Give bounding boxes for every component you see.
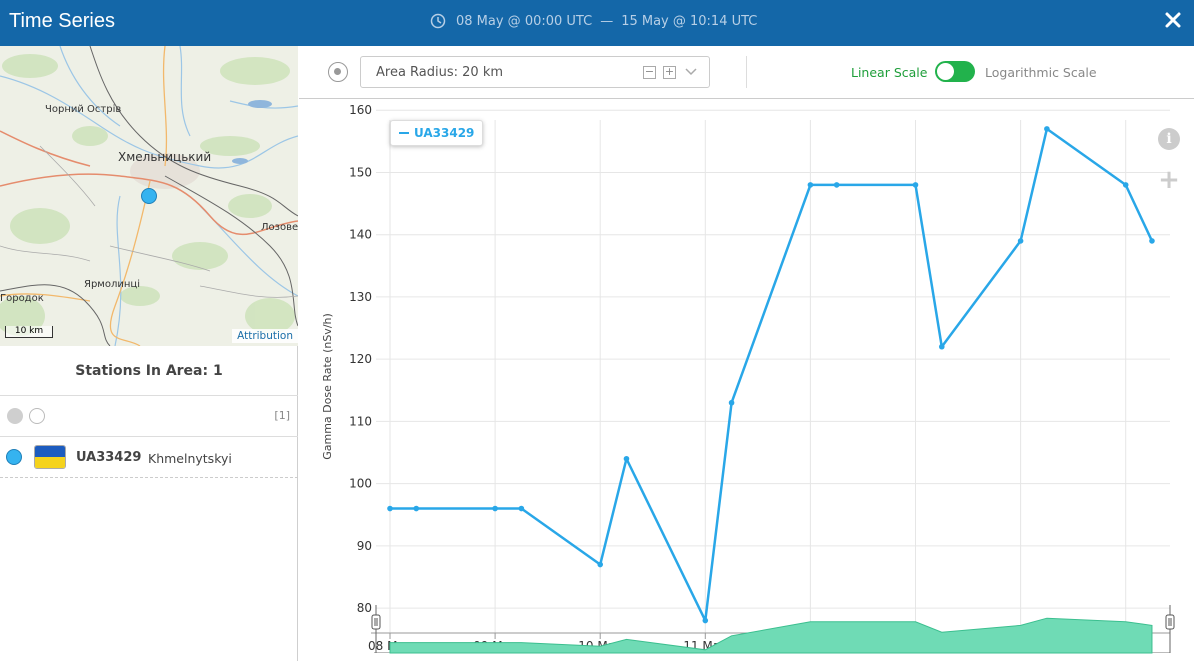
y-tick-label: 160 bbox=[349, 103, 372, 117]
close-icon[interactable] bbox=[1162, 9, 1184, 31]
time-range: 08 May @ 00:00 UTC — 15 May @ 10:14 UTC bbox=[430, 13, 757, 29]
radius-decrease-button[interactable]: − bbox=[643, 65, 656, 79]
area-radius-label: Area Radius: 20 km bbox=[376, 65, 504, 80]
toggle-knob bbox=[937, 63, 954, 80]
data-point bbox=[387, 505, 393, 512]
data-point bbox=[413, 505, 420, 512]
data-point bbox=[1044, 126, 1050, 132]
radius-increase-button[interactable]: + bbox=[663, 65, 676, 79]
y-tick-label: 100 bbox=[349, 477, 372, 491]
data-point bbox=[518, 505, 525, 512]
clock-icon bbox=[430, 13, 446, 29]
station-name: Khmelnytskyi bbox=[148, 451, 232, 466]
station-id: UA33429 bbox=[76, 450, 142, 465]
data-point bbox=[1017, 238, 1024, 244]
linear-scale-label[interactable]: Linear Scale bbox=[851, 65, 928, 80]
left-panel: Чорний Острів Хмельницький Лозове Ярмоли… bbox=[0, 46, 298, 661]
chart-legend-item[interactable]: UA33429 bbox=[390, 120, 484, 146]
stations-heading: Stations In Area: 1 bbox=[0, 346, 298, 396]
navigator-left-handle[interactable] bbox=[371, 614, 381, 630]
map-label-yarmolyntsi: Ярмолинці bbox=[84, 279, 140, 290]
data-point bbox=[807, 182, 814, 188]
y-tick-label: 150 bbox=[349, 165, 372, 179]
station-count: [1] bbox=[274, 409, 290, 422]
add-icon[interactable]: + bbox=[1158, 165, 1180, 195]
map-label-khmelnytskyi: Хмельницький bbox=[118, 150, 212, 164]
y-tick-label: 110 bbox=[349, 414, 372, 428]
legend-swatch bbox=[399, 132, 409, 134]
selection-row: [1] bbox=[0, 396, 298, 437]
map-background bbox=[0, 46, 298, 346]
y-tick-label: 120 bbox=[349, 352, 372, 366]
data-point bbox=[728, 399, 735, 406]
data-point bbox=[1149, 238, 1155, 244]
logarithmic-scale-label[interactable]: Logarithmic Scale bbox=[985, 65, 1097, 80]
y-axis-label: Gamma Dose Rate (nSv/h) bbox=[321, 313, 334, 460]
toolbar-divider bbox=[746, 56, 747, 88]
info-icon[interactable]: i bbox=[1158, 128, 1180, 150]
data-point bbox=[623, 455, 630, 462]
chart-panel: Area Radius: 20 km − + Linear Scale Loga… bbox=[299, 46, 1194, 661]
ukraine-flag-icon bbox=[34, 445, 66, 469]
page-title: Time Series bbox=[9, 10, 115, 32]
range-separator: — bbox=[600, 13, 614, 29]
range-end: 15 May @ 10:14 UTC bbox=[621, 13, 758, 29]
data-point bbox=[597, 561, 603, 568]
select-none-radio[interactable] bbox=[29, 408, 45, 424]
chevron-down-icon[interactable] bbox=[685, 63, 697, 79]
station-map[interactable]: Чорний Острів Хмельницький Лозове Ярмоли… bbox=[0, 46, 298, 346]
series-line bbox=[390, 127, 1154, 622]
title-bar: Time Series 08 May @ 00:00 UTC — 15 May … bbox=[0, 0, 1194, 46]
map-label-horodok: Городок bbox=[0, 293, 44, 304]
legend-label: UA33429 bbox=[414, 126, 475, 140]
station-select-radio[interactable] bbox=[6, 449, 22, 465]
range-start: 08 May @ 00:00 UTC bbox=[456, 13, 593, 29]
navigator-area bbox=[389, 617, 1153, 654]
chart-toolbar: Area Radius: 20 km − + Linear Scale Loga… bbox=[299, 46, 1194, 99]
data-point bbox=[912, 182, 919, 188]
select-all-radio[interactable] bbox=[7, 408, 23, 424]
navigator-right-handle[interactable] bbox=[1165, 614, 1175, 630]
scale-toggle[interactable] bbox=[935, 61, 975, 82]
target-icon[interactable] bbox=[328, 62, 348, 82]
map-label-lozove: Лозове bbox=[261, 222, 298, 233]
data-point bbox=[702, 617, 709, 624]
station-list-item[interactable]: UA33429 Khmelnytskyi bbox=[0, 437, 298, 478]
y-tick-label: 90 bbox=[357, 539, 372, 553]
map-scale-bar: 10 km bbox=[5, 326, 53, 338]
y-tick-label: 130 bbox=[349, 290, 372, 304]
y-tick-label: 140 bbox=[349, 228, 372, 242]
data-point bbox=[1122, 182, 1129, 188]
station-marker[interactable] bbox=[141, 188, 157, 204]
area-radius-select[interactable]: Area Radius: 20 km − + bbox=[360, 56, 710, 88]
y-tick-label: 80 bbox=[357, 601, 372, 615]
map-attribution-link[interactable]: Attribution bbox=[232, 329, 298, 343]
data-point bbox=[938, 343, 945, 350]
map-label-chornyi-ostriv: Чорний Острів bbox=[45, 104, 122, 115]
data-point bbox=[492, 505, 498, 512]
data-point bbox=[833, 182, 840, 188]
